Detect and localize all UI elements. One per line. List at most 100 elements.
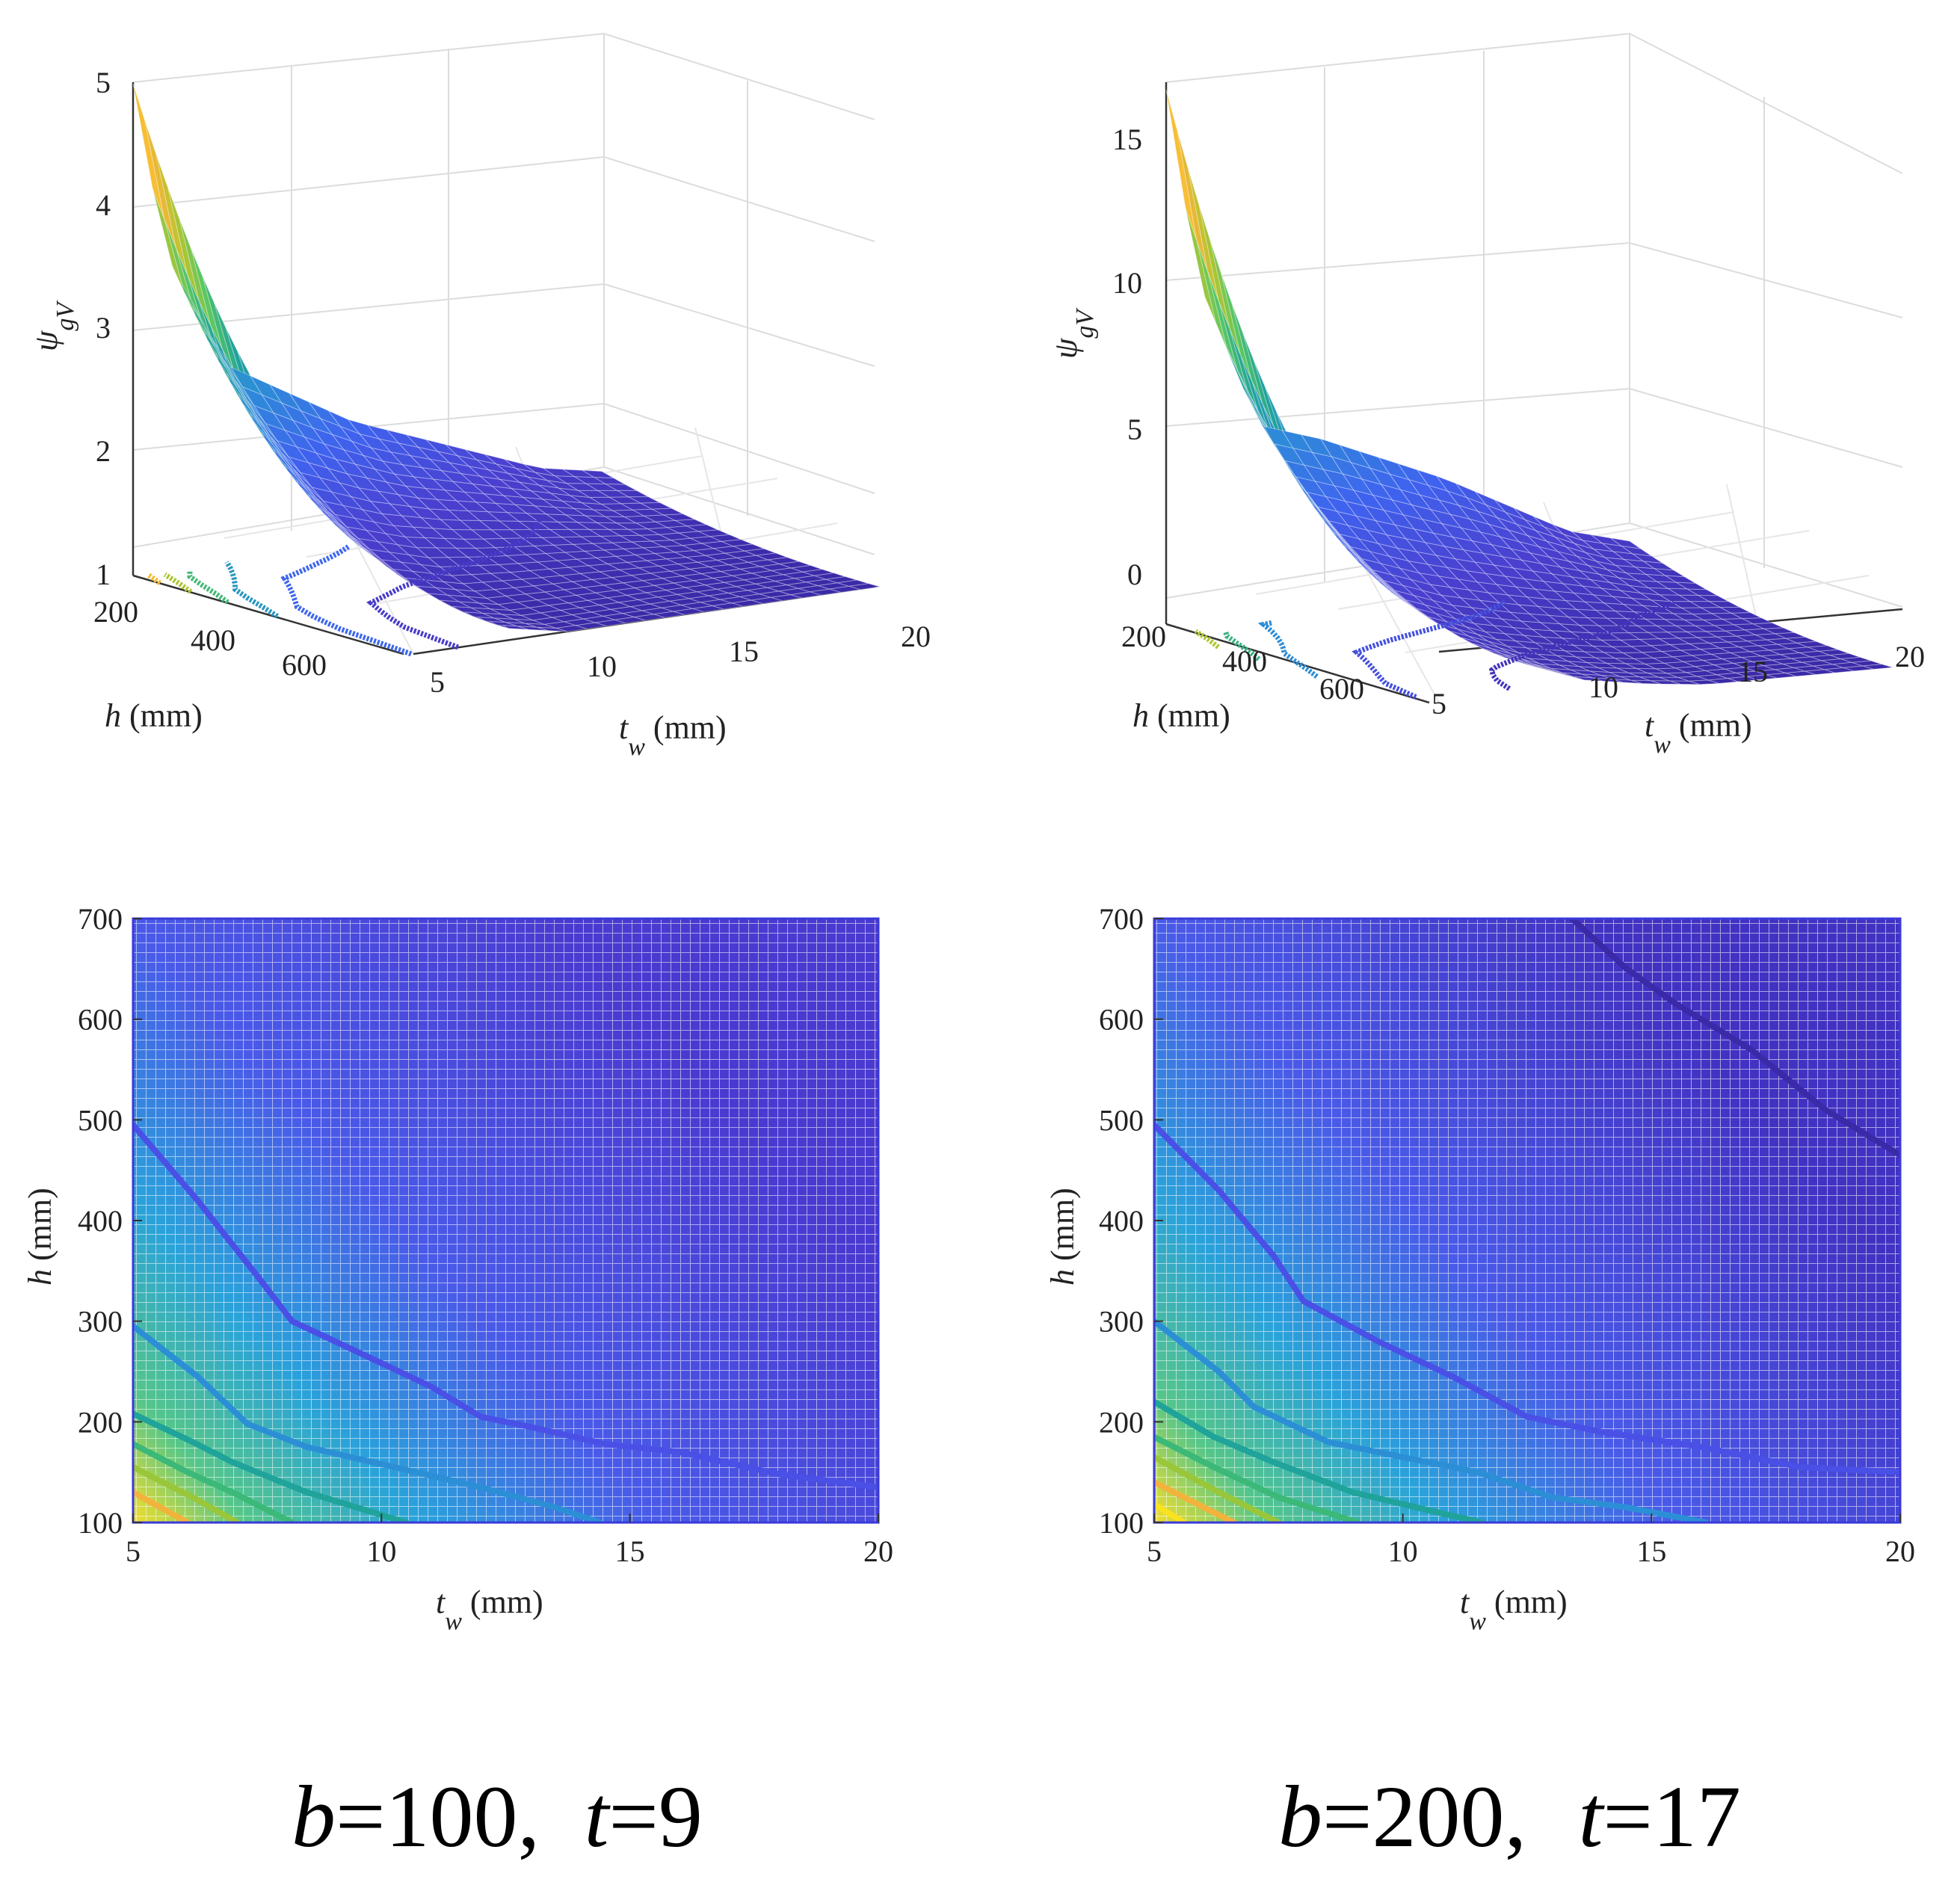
surface-patch [1597,667,1629,673]
surface-patch [1616,625,1650,634]
surface-patch [766,584,798,592]
surface-patch [280,401,314,429]
surface-patch [330,516,363,546]
contour-line [133,1489,191,1523]
surface-patch [1546,540,1577,557]
surface-patch [1766,638,1797,645]
surface-patch [1532,516,1564,534]
floor-contour-line [187,571,229,605]
surface-patch [1574,543,1605,558]
surface-patch [1520,658,1551,669]
surface-patch [1760,654,1791,661]
h-axis-label: h (mm) [1132,697,1230,734]
surface-patch [1562,534,1594,549]
surface-patch [471,483,505,496]
surface-plot-left: 5 4 3 2 1 200 400 600 5 10 15 20 h (mm) … [28,32,931,761]
floor-contour-line [224,561,279,619]
tw-tick-label: 20 [863,1534,893,1568]
surface-patch [1649,644,1683,653]
surface-patch [1655,581,1689,590]
surface-patch [692,548,727,556]
surface-patch [458,601,490,610]
h-tick-label: 300 [78,1305,123,1339]
surface-patch [771,567,803,576]
contour-line [1154,1122,1900,1475]
surface-patch [653,552,686,560]
surface-patch [276,439,309,463]
surface-patch [1198,205,1230,328]
floor-contour-line [280,544,413,657]
surface-mesh-left [132,83,881,632]
surface-patch [1570,576,1603,589]
surface-patch [1630,645,1663,653]
surface-patch [1699,606,1733,614]
surface-patch [1449,630,1480,643]
surface-patch [836,579,869,587]
floor-contour-line [1489,599,1675,691]
surface-patch [646,589,678,598]
surface-patch [249,374,283,404]
surface-patch [802,569,834,576]
h-tick-label: 200 [1099,1405,1144,1439]
surface-patch [599,602,631,610]
surface-patch [272,412,306,438]
surface-patch [490,485,525,499]
tw-tick-label: 15 [729,635,759,668]
tw-tick-label: 20 [901,620,931,653]
surface-patch [1598,573,1630,586]
surface-patch [1668,643,1702,651]
surface-patch [1647,672,1678,678]
surface-patch [665,525,700,534]
surface-patch [1629,584,1660,596]
surface-patch [1603,557,1636,568]
surface-patch [342,528,374,557]
contour-lines-left [133,1122,878,1523]
surface-patch [253,404,286,431]
surface-patch [551,581,585,590]
surface-patch [404,536,437,549]
surface-patch [1534,642,1565,652]
surface-patch [533,505,567,516]
surface-patch [708,592,740,600]
surface-patch [306,461,341,484]
contour-line [1154,1398,1486,1523]
surface-patch [342,448,376,470]
contour-line [1154,1479,1237,1523]
surface-patch [665,587,697,595]
surface-patch [1224,342,1255,409]
h-tick-label: 300 [1099,1305,1144,1339]
surface-patch [424,487,457,502]
h-axis-label: h (mm) [1044,1188,1081,1286]
surface-patch [284,429,318,454]
surface-patch [1589,670,1620,677]
tw-tick-label: 10 [1388,1534,1418,1568]
surface-patch [755,580,787,588]
surface-patch [770,594,802,602]
tw-tick-label: 15 [615,1534,645,1568]
surface-patch [1204,296,1236,366]
surface-patch [1319,438,1352,463]
contour-line [1154,1318,1710,1523]
surface-patch [762,574,795,582]
surface-patch [155,154,188,275]
surface-patch [1581,673,1612,679]
tw-axis-label: tw (mm) [436,1584,543,1635]
h-tick-label: 400 [191,623,235,657]
surface-patch [1763,663,1794,670]
surface-patch [1585,552,1616,566]
surface-patch [299,472,333,493]
surface-patch [144,120,176,247]
surface-patch [1757,644,1789,651]
surface-patch [1578,570,1610,583]
surface-patch [350,440,384,462]
surface-patch [778,587,810,596]
surface-patch [1583,601,1617,612]
z-tick-label: 3 [96,311,111,345]
surface-patch [1713,662,1745,670]
contour-line [133,1122,878,1490]
surface-patch [552,614,584,623]
h-tick-label: 400 [78,1204,123,1238]
floor-contour-line [1194,629,1220,650]
surface-patch [454,589,487,599]
surface-patch [318,504,351,535]
